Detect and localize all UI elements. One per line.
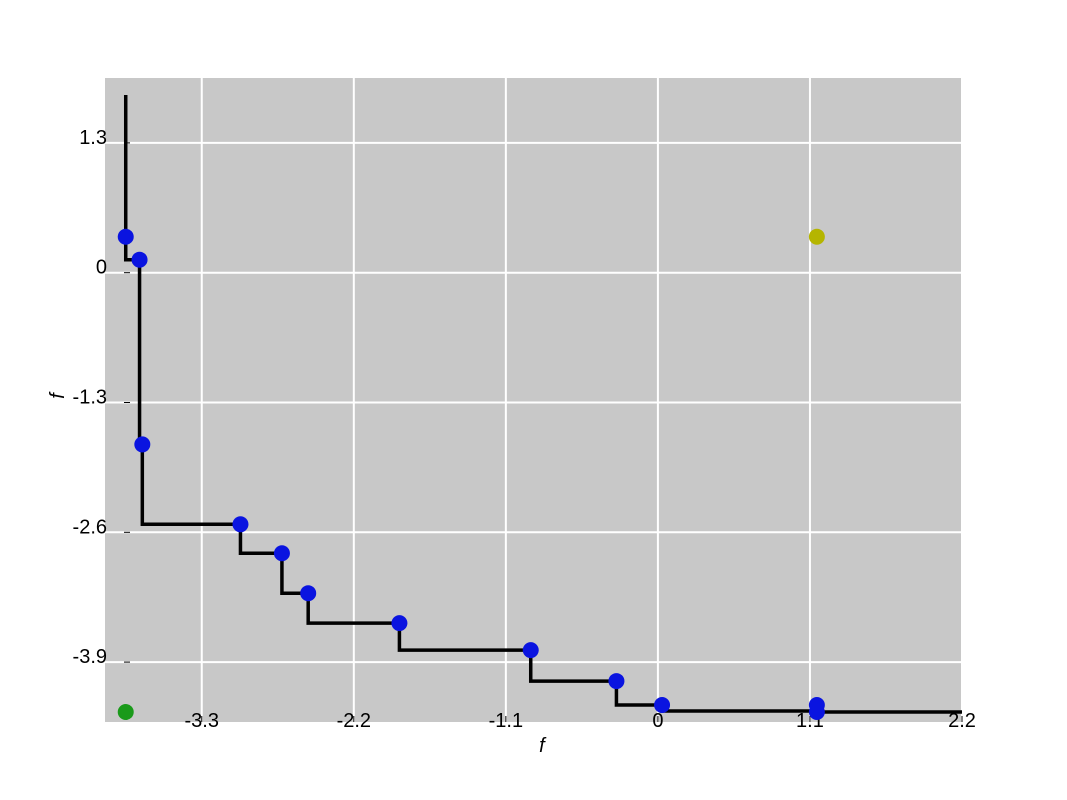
data-point	[808, 704, 825, 721]
y-tick-label: -2.6	[73, 516, 107, 538]
data-point	[608, 673, 625, 690]
data-point	[300, 585, 317, 602]
y-axis: 1.3 0 -1.3 -2.6 -3.9	[73, 127, 130, 668]
x-tick-label: -3.3	[185, 710, 219, 732]
y-tick-label: 0	[96, 257, 107, 279]
data-point	[808, 228, 825, 245]
x-tick-label: -2.2	[337, 710, 371, 732]
y-tick-label: -3.9	[73, 646, 107, 668]
x-axis: -3.3 -2.2 -1.1 0 1.1 2.2	[185, 710, 976, 732]
data-point	[522, 642, 539, 659]
data-point	[131, 251, 148, 268]
data-point	[134, 436, 151, 453]
data-point	[232, 516, 249, 533]
x-axis-label: f	[539, 735, 547, 757]
data-points	[117, 228, 825, 721]
grid	[105, 78, 963, 722]
x-tick-label: 0	[652, 710, 663, 732]
data-point	[391, 615, 408, 632]
data-point	[273, 545, 290, 562]
data-point	[654, 697, 671, 714]
x-tick-label: -1.1	[489, 710, 523, 732]
plot-background	[105, 78, 962, 722]
y-tick-label: -1.3	[73, 386, 107, 408]
y-axis-label: f	[47, 391, 69, 399]
data-point	[117, 704, 134, 721]
y-tick-label: 1.3	[79, 127, 107, 149]
data-point	[117, 228, 134, 245]
x-tick-label: 2.2	[948, 710, 976, 732]
